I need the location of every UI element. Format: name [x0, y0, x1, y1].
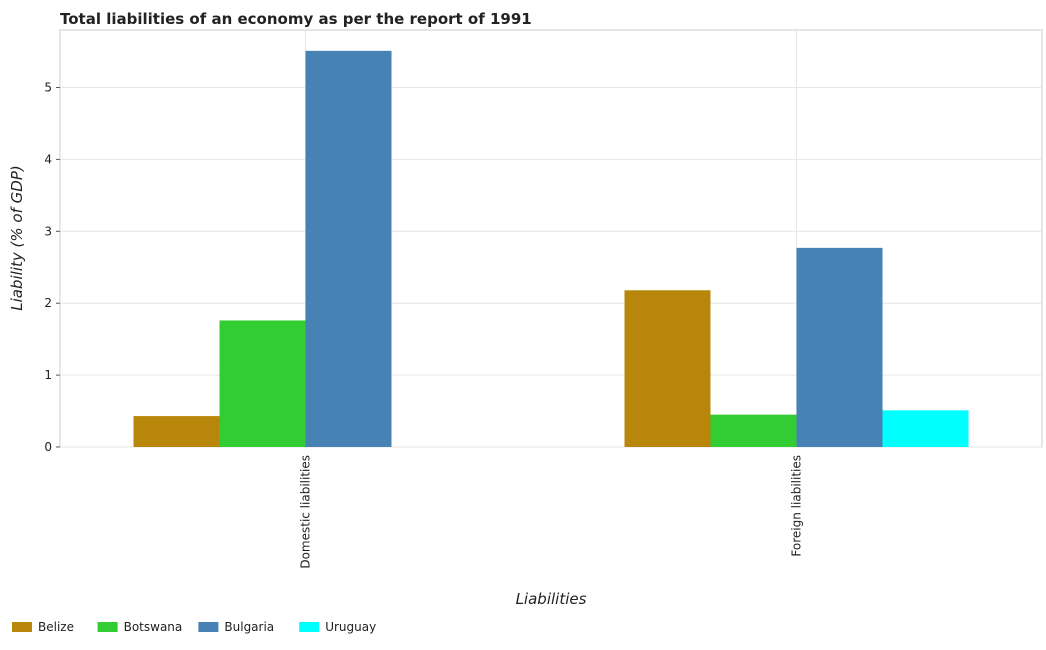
x-axis-label: Liabilities: [516, 590, 587, 608]
y-tick-label: 3: [44, 224, 52, 238]
y-tick-label: 4: [44, 152, 52, 166]
bar-bulgaria-foreign: [796, 247, 883, 447]
y-axis-label: Liability (% of GDP): [8, 165, 26, 310]
legend-item-belize: Belize: [12, 620, 74, 634]
legend-label: Belize: [38, 620, 74, 634]
legend-label: Botswana: [124, 620, 183, 634]
bar-botswana-domestic: [219, 320, 306, 447]
bar-uruguay-foreign: [882, 410, 969, 447]
y-tick-label: 2: [44, 296, 52, 310]
legend-swatch: [12, 622, 32, 632]
legend-item-uruguay: Uruguay: [299, 620, 376, 634]
bars-group: [133, 50, 969, 447]
legend-item-bulgaria: Bulgaria: [198, 620, 274, 634]
y-tick-label: 0: [44, 440, 52, 454]
legend: Belize Botswana Bulgaria Uruguay: [12, 620, 376, 634]
y-tick-label: 5: [44, 81, 52, 95]
legend-label: Uruguay: [325, 620, 376, 634]
x-axis-ticks: Domestic liabilities Foreign liabilities: [299, 455, 804, 569]
legend-swatch: [198, 622, 219, 632]
chart-title: Total liabilities of an economy as per t…: [60, 10, 532, 28]
bar-belize-foreign: [624, 290, 711, 447]
bar-botswana-foreign: [710, 414, 797, 447]
legend-label: Bulgaria: [224, 620, 274, 634]
x-tick-label: Foreign liabilities: [790, 455, 804, 557]
plot-area: [59, 29, 1043, 448]
bar-belize-domestic: [133, 416, 220, 447]
legend-item-botswana: Botswana: [97, 620, 183, 634]
y-axis-ticks: 0 1 2 3 4 5: [44, 81, 60, 454]
y-tick-label: 1: [44, 368, 52, 382]
legend-swatch: [97, 622, 118, 632]
x-tick-label: Domestic liabilities: [299, 455, 313, 569]
legend-swatch: [299, 622, 320, 632]
bar-bulgaria-domestic: [305, 50, 392, 447]
